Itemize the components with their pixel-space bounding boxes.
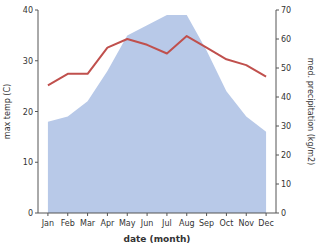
y2-tick-label: 30	[281, 122, 291, 131]
y-tick-label: 30	[23, 57, 33, 66]
x-tick	[266, 213, 267, 216]
y2-tick	[276, 10, 279, 11]
x-tick	[67, 213, 68, 216]
x-tick-label: Nov	[238, 219, 254, 228]
y2-tick	[276, 184, 279, 185]
x-axis-line	[38, 213, 276, 214]
x-tick-label: Jul	[161, 219, 172, 228]
y2-tick-label: 10	[281, 180, 291, 189]
y-tick	[35, 162, 38, 163]
y-tick	[35, 111, 38, 112]
x-tick-label: Jan	[41, 219, 54, 228]
y-tick	[35, 213, 38, 214]
line	[48, 36, 266, 85]
x-tick	[107, 213, 108, 216]
x-axis-label: date (month)	[124, 234, 191, 244]
x-tick-label: Feb	[61, 219, 75, 228]
y-tick-label: 0	[28, 209, 33, 218]
y2-tick	[276, 39, 279, 40]
y2-tick	[276, 155, 279, 156]
y-tick	[35, 10, 38, 11]
area	[48, 15, 266, 213]
y2-tick-label: 50	[281, 64, 291, 73]
x-tick	[87, 213, 88, 216]
y2-tick	[276, 68, 279, 69]
x-tick-label: Oct	[219, 219, 233, 228]
y2-tick-label: 40	[281, 93, 291, 102]
plot-area	[48, 15, 266, 213]
y-tick	[35, 60, 38, 61]
y2-tick	[276, 97, 279, 98]
y2-tick	[276, 126, 279, 127]
x-tick-label: Mar	[80, 219, 96, 228]
x-tick	[166, 213, 167, 216]
x-tick-label: May	[119, 219, 136, 228]
x-tick-label: Dec	[258, 219, 273, 228]
chart-container: Jan Feb Mar Apr May Jun Jul Aug Sep Oct Nov Dec date…	[0, 0, 318, 247]
x-tick	[206, 213, 207, 216]
y2-tick-label: 20	[281, 151, 291, 160]
x-tick	[246, 213, 247, 216]
y2-tick-label: 70	[281, 6, 291, 15]
x-tick	[147, 213, 148, 216]
x-tick	[186, 213, 187, 216]
x-tick-label: Apr	[100, 219, 115, 228]
x-tick-label: Jun	[140, 219, 154, 228]
y2-tick-label: 0	[281, 209, 286, 218]
y2-tick-label: 60	[281, 35, 291, 44]
x-tick	[226, 213, 227, 216]
x-tick	[127, 213, 128, 216]
x-tick-label: Aug	[179, 219, 195, 228]
y2-tick	[276, 213, 279, 214]
x-tick	[47, 213, 48, 216]
y-tick-label: 20	[23, 108, 33, 117]
y2-axis-label: med. precipitation (kg/m2)	[306, 58, 315, 165]
chart: Jan Feb Mar Apr May Jun Jul Aug Sep Oct Nov Dec date…	[0, 0, 318, 247]
y-tick-label: 40	[23, 6, 33, 15]
x-tick-label: Sep	[199, 219, 214, 228]
y2-axis-line	[276, 10, 277, 213]
y-axis-label: max temp (C)	[3, 84, 12, 139]
y-tick-label: 10	[23, 158, 33, 167]
